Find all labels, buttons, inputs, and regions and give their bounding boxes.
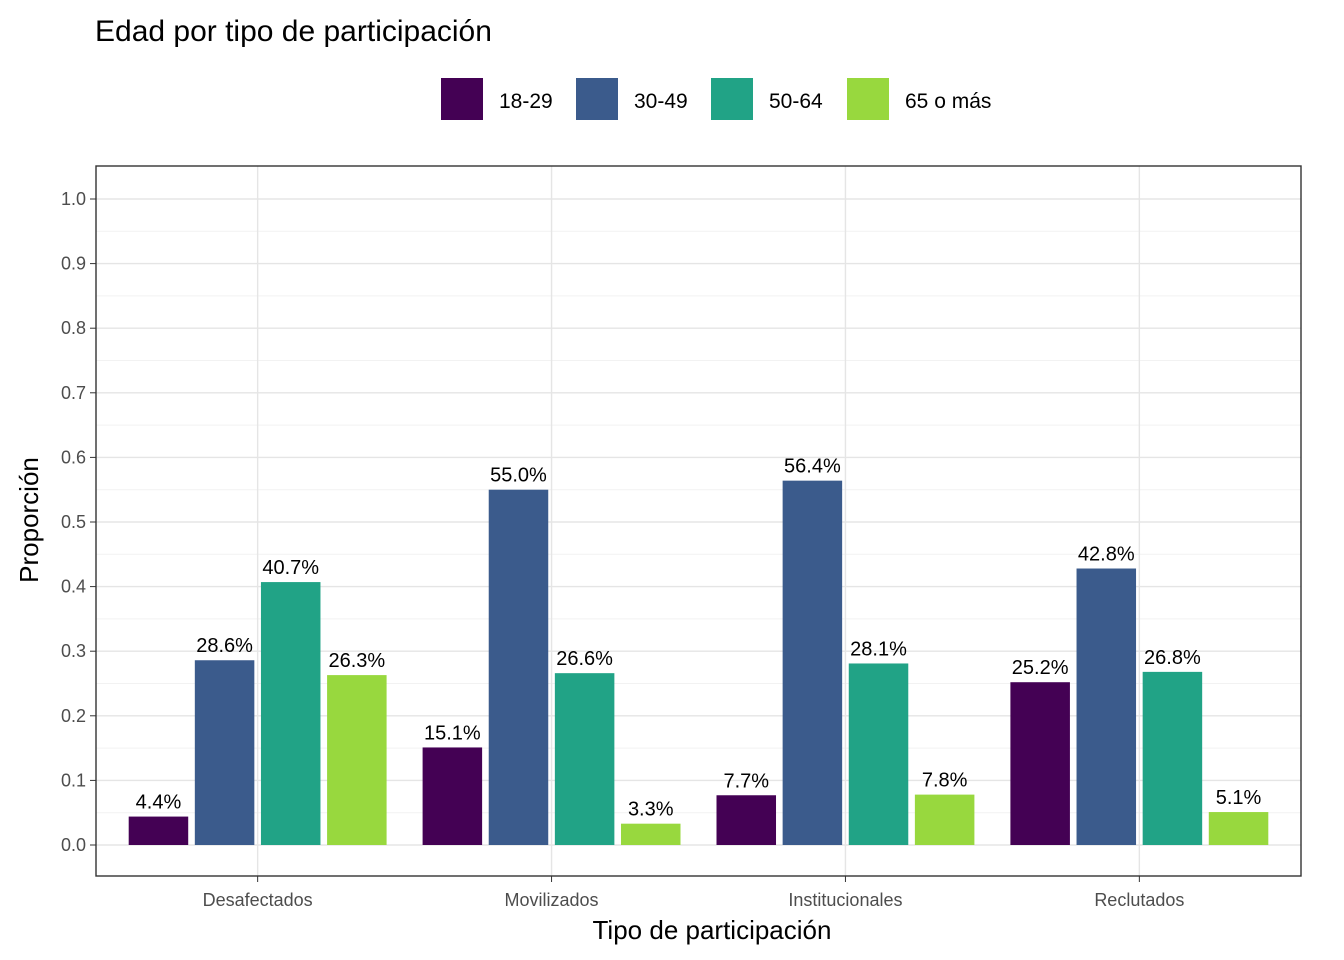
chart-title: Edad por tipo de participación: [95, 15, 492, 48]
x-tick-label: Reclutados: [1094, 890, 1184, 910]
bar-30-49-Desafectados: [194, 660, 255, 845]
legend-label: 18-29: [499, 90, 553, 113]
legend-item-65-o-más: 65 o más: [847, 78, 991, 120]
y-tick-label: 0.5: [61, 512, 86, 532]
legend-label: 50-64: [769, 90, 823, 113]
plot-area: 0.0 0.1 0.2 0.3 0.4 0.5 0.6 0.7 0.8 0.9 1.0 4.4% 28.…: [61, 165, 1302, 910]
x-axis-title: Tipo de participación: [593, 915, 832, 945]
bar-65-o-más-Institucionales: [914, 794, 975, 845]
y-tick-label: 0.2: [61, 706, 86, 726]
legend-swatch: [847, 78, 889, 120]
bar-65-o-más-Movilizados: [620, 823, 681, 845]
legend-swatch: [711, 78, 753, 120]
bar-50-64-Desafectados: [260, 582, 321, 845]
legend-item-50-64: 50-64: [711, 78, 823, 120]
data-label: 28.6%: [196, 635, 253, 657]
x-tick-label: Movilizados: [505, 890, 599, 910]
y-tick-label: 0.4: [61, 577, 86, 597]
bar-30-49-Movilizados: [488, 489, 549, 845]
y-tick-label: 0.0: [61, 835, 86, 855]
bar-30-49-Institucionales: [782, 480, 843, 845]
data-label: 3.3%: [628, 799, 674, 821]
data-label: 4.4%: [136, 792, 182, 814]
bar-30-49-Reclutados: [1076, 568, 1137, 845]
data-label: 42.8%: [1078, 544, 1135, 566]
data-label: 7.7%: [723, 770, 769, 792]
legend-label: 65 o más: [905, 90, 991, 113]
data-label: 26.6%: [556, 648, 613, 670]
bar-18-29-Reclutados: [1010, 682, 1070, 845]
bar-18-29-Institucionales: [716, 795, 777, 845]
bar-65-o-más-Reclutados: [1208, 812, 1269, 845]
bar-50-64-Movilizados: [554, 673, 615, 845]
y-tick-label: 0.9: [61, 254, 86, 274]
data-label: 5.1%: [1216, 787, 1262, 809]
data-label: 7.8%: [922, 770, 968, 792]
bar-18-29-Movilizados: [422, 747, 483, 845]
y-tick-label: 1.0: [61, 189, 86, 209]
data-label: 25.2%: [1012, 657, 1069, 679]
panel-border: [95, 165, 1302, 877]
legend: 18-29 30-49 50-64 65 o más: [441, 78, 991, 120]
data-label: 26.3%: [328, 650, 385, 672]
legend-swatch: [576, 78, 618, 120]
legend-item-18-29: 18-29: [441, 78, 553, 120]
legend-label: 30-49: [634, 90, 688, 113]
data-label: 26.8%: [1144, 647, 1201, 669]
data-label: 15.1%: [424, 722, 481, 744]
data-label: 56.4%: [784, 456, 841, 478]
legend-swatch: [441, 78, 483, 120]
y-tick-label: 0.8: [61, 318, 86, 338]
data-label: 28.1%: [850, 638, 907, 660]
x-tick-label: Desafectados: [203, 890, 313, 910]
bar-50-64-Institucionales: [848, 663, 909, 845]
y-tick-label: 0.3: [61, 641, 86, 661]
y-axis-title: Proporción: [14, 457, 44, 583]
bar-18-29-Desafectados: [128, 816, 189, 845]
data-label: 55.0%: [490, 465, 547, 487]
data-label: 40.7%: [262, 557, 319, 579]
y-tick-label: 0.7: [61, 383, 86, 403]
bar-65-o-más-Desafectados: [327, 675, 387, 845]
y-tick-label: 0.6: [61, 447, 86, 467]
bar-50-64-Reclutados: [1142, 671, 1203, 845]
legend-item-30-49: 30-49: [576, 78, 688, 120]
y-tick-label: 0.1: [61, 770, 86, 790]
x-tick-label: Institucionales: [788, 890, 902, 910]
